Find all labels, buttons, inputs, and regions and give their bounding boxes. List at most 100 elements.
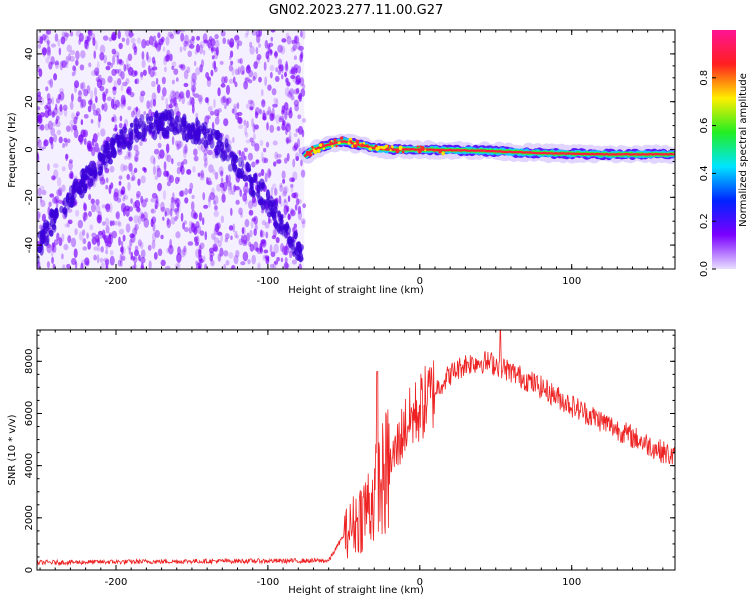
arc-track-mark [220,151,226,163]
noise-speckle-mark [231,136,235,144]
noise-speckle-mark [95,204,101,214]
noise-speckle-mark [59,88,64,94]
noise-speckle-mark [187,101,193,106]
noise-speckle-mark [295,75,299,82]
colorbar-ticks: 0.0 0.2 0.4 0.6 0.8 [699,70,716,277]
noise-speckle-mark [162,46,166,52]
arc-track-mark [148,121,153,129]
x-tick-label: -200 [105,577,128,588]
noise-speckle-mark [232,223,236,233]
noise-speckle-mark [58,187,63,197]
noise-speckle-mark [150,208,155,214]
arc-track-mark [52,210,59,220]
noise-speckle-mark [284,157,288,164]
noise-speckle-mark [139,210,143,219]
noise-speckle-mark [202,192,206,201]
noise-speckle-mark [50,43,57,48]
noise-speckle-mark [105,65,111,71]
noise-speckle-mark [239,189,243,197]
noise-speckle-mark [286,139,292,144]
noise-speckle-mark [210,47,217,52]
noise-speckle-mark [290,185,294,193]
noise-speckle-mark [45,30,49,38]
signal-track-speck [438,150,442,154]
noise-speckle-mark [117,188,123,198]
noise-speckle-mark [285,263,290,269]
noise-speckle-mark [116,78,122,86]
noise-speckle-mark [213,227,219,235]
noise-speckle-mark [61,233,65,243]
snr-plot-area [37,330,675,567]
noise-speckle-mark [140,265,145,269]
noise-speckle-mark [150,208,157,214]
noise-speckle-mark [156,84,161,94]
noise-speckle-mark [97,230,103,236]
noise-speckle-mark [244,32,249,39]
noise-speckle-mark [140,71,144,78]
noise-speckle-mark [112,115,118,124]
noise-speckle-mark [83,202,86,210]
arc-track-mark [209,138,215,149]
noise-speckle-mark [140,212,144,219]
noise-speckle-mark [295,198,300,206]
noise-speckle-mark [140,175,146,184]
noise-speckle-mark [261,156,267,164]
noise-speckle-mark [146,100,151,110]
arc-track-mark [176,115,182,123]
noise-speckle-mark [73,116,78,125]
noise-speckle-mark [125,208,130,217]
noise-speckle-mark [235,249,240,258]
arc-track-mark [89,169,94,175]
noise-speckle-mark [196,235,200,245]
noise-speckle-mark [215,47,219,56]
noise-speckle-mark [162,189,167,200]
noise-speckle-mark [79,82,84,90]
noise-speckle-mark [239,187,242,193]
noise-speckle-mark [268,42,274,47]
noise-speckle-mark [196,225,202,234]
colorbar-tick-label: 0.8 [699,70,710,86]
noise-speckle-mark [290,47,296,53]
noise-speckle-mark [230,264,236,269]
noise-speckle-mark [190,221,195,228]
noise-speckle-mark [297,114,302,120]
noise-speckle-mark [197,172,201,177]
noise-speckle-mark [122,234,126,242]
noise-speckle-mark [120,94,126,105]
noise-speckle-mark [99,52,105,61]
signal-track-speck [398,145,403,150]
noise-speckle-mark [252,75,256,81]
noise-speckle-mark [118,58,123,65]
noise-speckle-mark [156,165,161,172]
noise-speckle-mark [111,220,115,226]
noise-speckle-mark [89,98,93,108]
noise-speckle-mark [291,259,297,265]
noise-speckle-mark [141,51,145,60]
noise-speckle-mark [183,245,187,253]
noise-speckle-mark [133,144,139,152]
noise-speckle-mark [160,201,165,212]
arc-track-mark [256,191,261,199]
noise-speckle-mark [165,143,170,154]
noise-speckle-mark [264,221,270,229]
noise-speckle-mark [286,205,290,213]
noise-speckle-mark [116,54,120,65]
noise-speckle-mark [61,253,64,260]
noise-speckle-mark [292,158,296,168]
noise-speckle-mark [265,110,269,116]
noise-speckle-mark [97,74,102,79]
noise-speckle-mark [249,45,255,55]
noise-speckle-mark [267,44,271,54]
noise-speckle-mark [213,210,219,218]
noise-speckle-mark [120,84,124,92]
noise-speckle-mark [177,140,182,150]
x-tick-label: 0 [417,276,423,287]
noise-speckle-mark [82,246,88,251]
noise-speckle-mark [176,111,181,116]
noise-speckle-mark [189,96,193,105]
signal-track-speck [312,148,316,151]
noise-speckle-mark [160,36,165,43]
noise-speckle-mark [37,139,42,149]
noise-speckle-mark [238,207,243,215]
noise-speckle-mark [106,61,112,66]
